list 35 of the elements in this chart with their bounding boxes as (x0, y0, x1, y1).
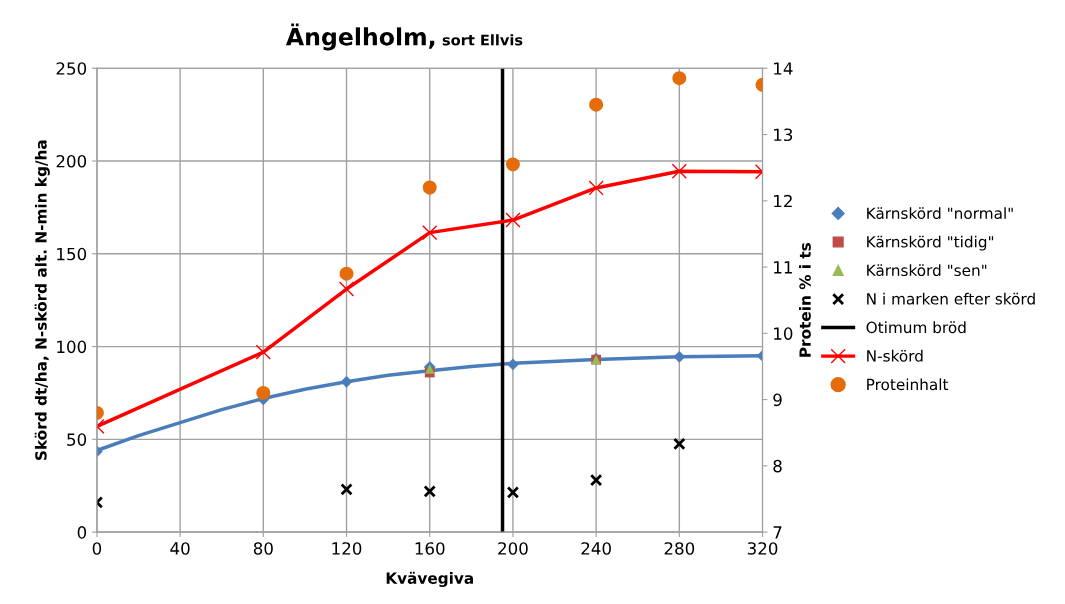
y2-tick-label: 12 (774, 194, 792, 208)
legend-label: Kärnskörd "tidig" (867, 235, 994, 251)
x-tick-label: 240 (581, 542, 611, 555)
legend-label: Proteinhalt (867, 378, 949, 391)
x-tick-label: 160 (415, 542, 445, 555)
x-tick-label: 280 (664, 542, 695, 555)
y-tick-label: 50 (67, 433, 87, 446)
y-tick-label: 250 (56, 62, 87, 75)
y2-tick-label: 8 (773, 459, 782, 473)
chart-subtitle: sort Ellvis (442, 34, 523, 46)
y-tick-label: 150 (57, 247, 87, 261)
y-tick-label: 200 (56, 154, 87, 168)
y2-tick-label: 14 (774, 62, 793, 75)
x-tick-label: 120 (332, 542, 362, 555)
y-tick-label: 100 (57, 340, 87, 354)
legend-label: N-skörd (867, 349, 923, 362)
chart-title: Ängelholm, (285, 23, 435, 51)
legend-label: Kärnskörd "sen" (867, 264, 987, 277)
x-tick-label: 0 (92, 542, 102, 555)
y2-tick-label: 7 (773, 526, 782, 539)
y2-tick-label: 11 (774, 261, 792, 274)
legend-label: N i marken efter skörd (867, 292, 1035, 305)
y2-axis-title: Protein % i ts (799, 242, 811, 357)
x-tick-label: 80 (253, 542, 273, 555)
legend-label: Kärnskörd "normal" (867, 207, 1013, 220)
y-tick-label: 0 (77, 526, 87, 539)
y2-tick-label: 10 (774, 327, 793, 340)
legend-label: Otimum bröd (866, 321, 966, 334)
x-tick-label: 320 (747, 542, 778, 555)
y2-tick-label: 9 (773, 393, 782, 407)
y2-tick-label: 13 (774, 128, 793, 142)
x-tick-label: 40 (170, 542, 190, 555)
x-tick-label: 200 (498, 542, 528, 555)
x-axis-title: Kvävegiva (386, 571, 473, 587)
y-axis-title: Skörd dt/ha, N-skörd alt. N-min kg/ha (34, 140, 50, 460)
